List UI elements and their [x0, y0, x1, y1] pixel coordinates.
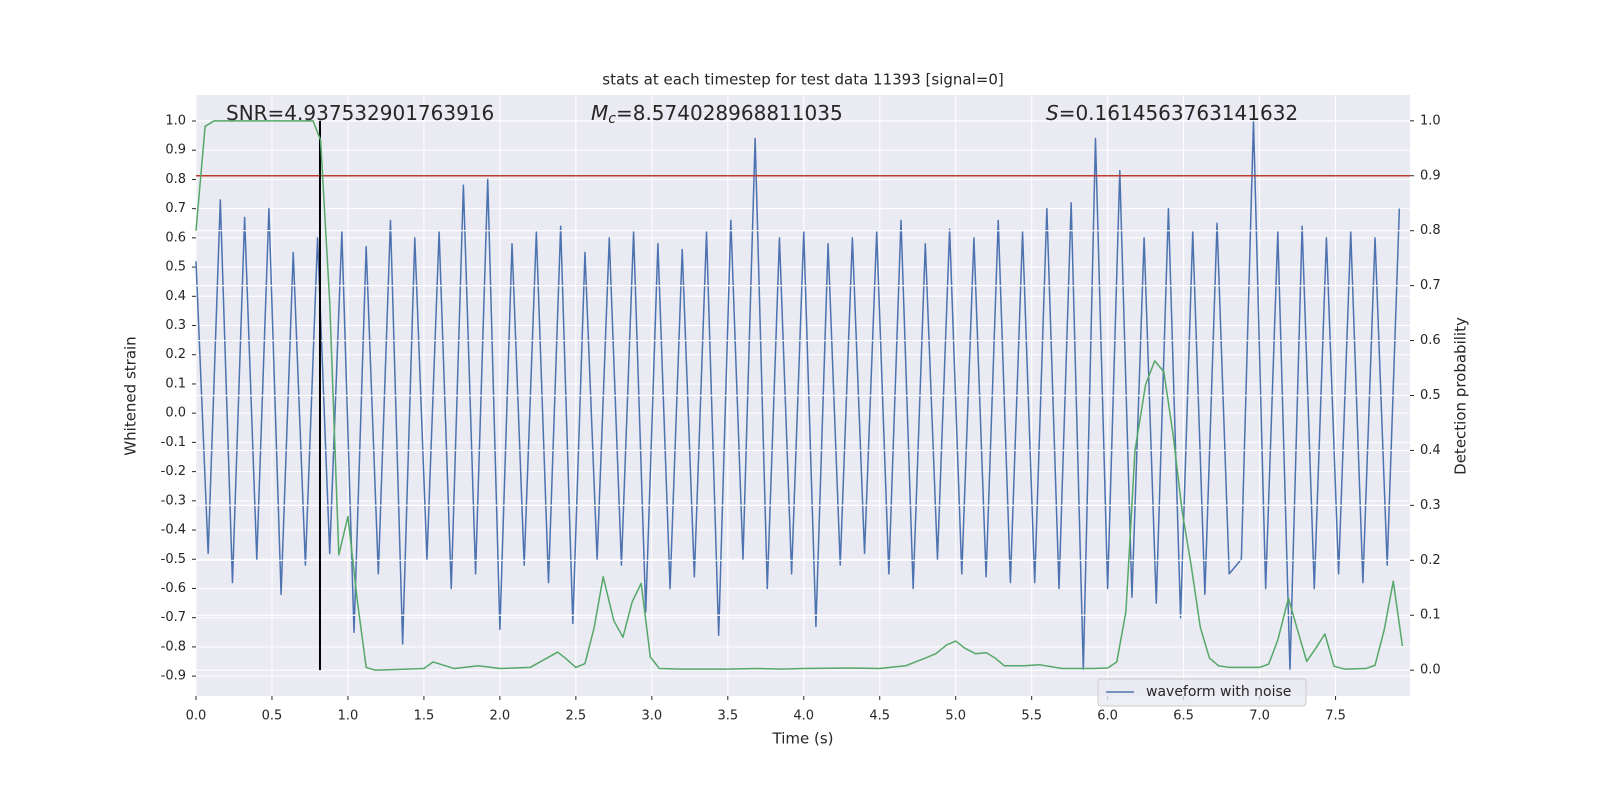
x-tick-label: 6.5: [1173, 709, 1194, 724]
y2-tick-label: 0.1: [1420, 608, 1441, 623]
x-tick-label: 5.5: [1021, 709, 1042, 724]
y-tick-label: -0.7: [161, 610, 186, 625]
annotation-text: =0.1614563763141632: [1059, 101, 1298, 125]
x-tick-label: 5.0: [945, 709, 966, 724]
y2-tick-label: 1.0: [1420, 113, 1441, 128]
x-tick-label: 6.0: [1097, 709, 1118, 724]
y-axis-label: Whitened strain: [122, 336, 140, 455]
y-tick-label: -0.3: [161, 493, 186, 508]
x-tick-label: 7.5: [1325, 709, 1346, 724]
y-tick-label: 0.0: [165, 406, 186, 421]
y-tick-label: -0.5: [161, 552, 186, 567]
annotation: SNR=4.937532901763916: [226, 101, 494, 125]
annotation: Mc=8.574028968811035: [591, 101, 843, 128]
y2-tick-label: 0.7: [1420, 278, 1441, 293]
annotation-subscript: c: [608, 111, 616, 127]
x-tick-label: 4.0: [793, 709, 814, 724]
y-tick-label: 0.9: [165, 143, 186, 158]
y-tick-label: -0.2: [161, 464, 186, 479]
y-tick-label: -0.1: [161, 435, 186, 450]
legend-label: waveform with noise: [1146, 684, 1291, 700]
y-tick-label: -0.8: [161, 639, 186, 654]
x-tick-label: 0.5: [262, 709, 283, 724]
y2-tick-label: 0.0: [1420, 663, 1441, 678]
y-tick-label: 0.6: [165, 230, 186, 245]
legend-box: [1097, 678, 1307, 707]
x-axis-label: Time (s): [772, 730, 834, 748]
y2-axis-label: Detection probability: [1452, 317, 1470, 475]
x-tick-label: 3.0: [641, 709, 662, 724]
annotation-symbol: S: [1046, 101, 1059, 125]
y-tick-label: 0.7: [165, 201, 186, 216]
annotation-symbol: M: [591, 101, 608, 125]
y-tick-label: -0.6: [161, 581, 186, 596]
y-tick-label: 0.1: [165, 376, 186, 391]
annotation-text: =8.574028968811035: [616, 101, 843, 125]
y-tick-label: 0.3: [165, 318, 186, 333]
x-tick-label: 2.0: [490, 709, 511, 724]
series-line: [195, 120, 1401, 672]
series-line: [195, 120, 1404, 671]
y2-tick-label: 0.9: [1420, 168, 1441, 183]
x-tick-label: 4.5: [869, 709, 890, 724]
y-tick-label: 0.5: [165, 260, 186, 275]
y-tick-label: -0.9: [161, 669, 186, 684]
y2-tick-label: 0.4: [1420, 443, 1441, 458]
x-tick-label: 3.5: [717, 709, 738, 724]
y2-tick-label: 0.6: [1420, 333, 1441, 348]
y2-tick-label: 0.2: [1420, 553, 1441, 568]
y2-tick-label: 0.5: [1420, 388, 1441, 403]
x-tick-label: 1.0: [338, 709, 359, 724]
chart-title: stats at each timestep for test data 113…: [602, 71, 1003, 89]
y-tick-label: 0.4: [165, 289, 186, 304]
x-tick-label: 2.5: [566, 709, 587, 724]
annotation: S=0.1614563763141632: [1046, 101, 1298, 125]
y2-tick-label: 0.8: [1420, 223, 1441, 238]
y2-tick-label: 0.3: [1420, 498, 1441, 513]
y-tick-label: 0.2: [165, 347, 186, 362]
y-tick-label: -0.4: [161, 523, 186, 538]
y-tick-label: 0.8: [165, 172, 186, 187]
x-tick-label: 7.0: [1249, 709, 1270, 724]
legend: waveform with noise: [1097, 678, 1307, 707]
x-tick-label: 0.0: [186, 709, 207, 724]
annotation-text: SNR=4.937532901763916: [226, 101, 494, 125]
y-tick-label: 1.0: [165, 114, 186, 129]
x-tick-label: 1.5: [414, 709, 435, 724]
